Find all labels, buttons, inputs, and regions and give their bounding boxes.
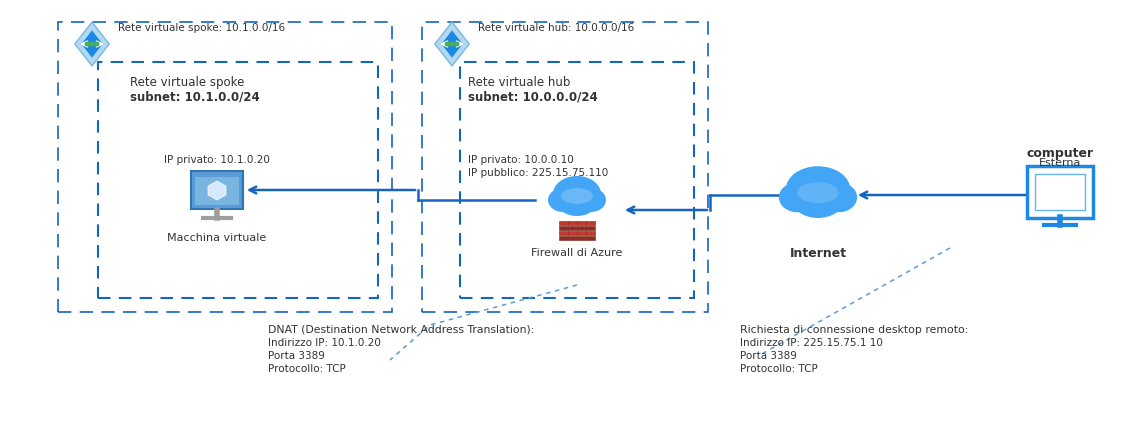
Bar [572, 236, 581, 240]
Ellipse shape [821, 182, 857, 212]
Ellipse shape [779, 182, 816, 212]
FancyBboxPatch shape [191, 171, 243, 209]
Text: IP privato: 10.0.0.10: IP privato: 10.0.0.10 [468, 155, 574, 165]
Bar [586, 220, 594, 224]
Text: Rete virtuale spoke: Rete virtuale spoke [130, 76, 245, 89]
Text: Indirizzo IP: 225.15.75.1 10: Indirizzo IP: 225.15.75.1 10 [740, 338, 883, 348]
Bar [590, 226, 595, 230]
Bar [568, 230, 576, 234]
Bar [577, 220, 585, 224]
Ellipse shape [797, 182, 839, 203]
Text: Indirizzo IP: 10.1.0.20: Indirizzo IP: 10.1.0.20 [268, 338, 380, 348]
Bar [563, 236, 572, 240]
Ellipse shape [557, 188, 597, 216]
Text: Porta 3389: Porta 3389 [740, 351, 797, 361]
Polygon shape [441, 30, 463, 58]
Ellipse shape [576, 188, 606, 212]
Bar [581, 226, 590, 230]
Bar [98, 62, 378, 298]
Text: Rete virtuale spoke: 10.1.0.0/16: Rete virtuale spoke: 10.1.0.0/16 [118, 23, 285, 33]
Bar [572, 226, 581, 230]
FancyBboxPatch shape [1027, 166, 1094, 218]
Circle shape [95, 42, 98, 46]
Text: Richiesta di connessione desktop remoto:: Richiesta di connessione desktop remoto: [740, 325, 968, 335]
Text: IP privato: 10.1.0.20: IP privato: 10.1.0.20 [164, 155, 269, 165]
Ellipse shape [554, 176, 601, 212]
Bar [559, 220, 567, 224]
Text: subnet: 10.0.0.0/24: subnet: 10.0.0.0/24 [468, 91, 598, 104]
Bar [568, 220, 576, 224]
Bar [555, 192, 599, 204]
Bar [559, 236, 563, 240]
Text: Firewall di Azure: Firewall di Azure [531, 248, 623, 258]
Text: Protocollo: TCP: Protocollo: TCP [268, 364, 345, 374]
Polygon shape [75, 22, 109, 66]
Bar [58, 22, 392, 312]
Ellipse shape [548, 188, 578, 212]
Text: Esterna: Esterna [1039, 158, 1081, 168]
Text: IP pubblico: 225.15.75.110: IP pubblico: 225.15.75.110 [468, 168, 608, 178]
Bar [422, 22, 708, 312]
Polygon shape [435, 22, 469, 66]
Bar [792, 184, 843, 201]
Text: Macchina virtuale: Macchina virtuale [168, 233, 267, 243]
Circle shape [85, 42, 89, 46]
Bar [586, 230, 594, 234]
Polygon shape [208, 181, 226, 200]
Bar [577, 230, 585, 234]
Circle shape [455, 42, 458, 46]
Text: computer: computer [1027, 147, 1094, 160]
Bar [581, 236, 590, 240]
Bar [460, 62, 694, 298]
Text: Rete virtuale hub: 10.0.0.0/16: Rete virtuale hub: 10.0.0.0/16 [478, 23, 634, 33]
Text: Internet: Internet [789, 247, 847, 260]
Bar [563, 226, 572, 230]
Ellipse shape [792, 184, 843, 218]
Polygon shape [82, 30, 103, 58]
Text: DNAT (Destination Network Address Translation):: DNAT (Destination Network Address Transl… [268, 325, 534, 335]
Text: Protocollo: TCP: Protocollo: TCP [740, 364, 817, 374]
Circle shape [91, 42, 94, 46]
Ellipse shape [786, 166, 850, 212]
Bar [590, 236, 595, 240]
Ellipse shape [561, 188, 593, 204]
Text: Rete virtuale hub: Rete virtuale hub [468, 76, 571, 89]
Text: subnet: 10.1.0.0/24: subnet: 10.1.0.0/24 [130, 91, 259, 104]
Circle shape [451, 42, 454, 46]
Bar [1035, 174, 1084, 210]
Bar [559, 230, 567, 234]
Text: Porta 3389: Porta 3389 [268, 351, 325, 361]
Circle shape [445, 42, 449, 46]
Bar [559, 226, 563, 230]
Bar [195, 177, 239, 205]
